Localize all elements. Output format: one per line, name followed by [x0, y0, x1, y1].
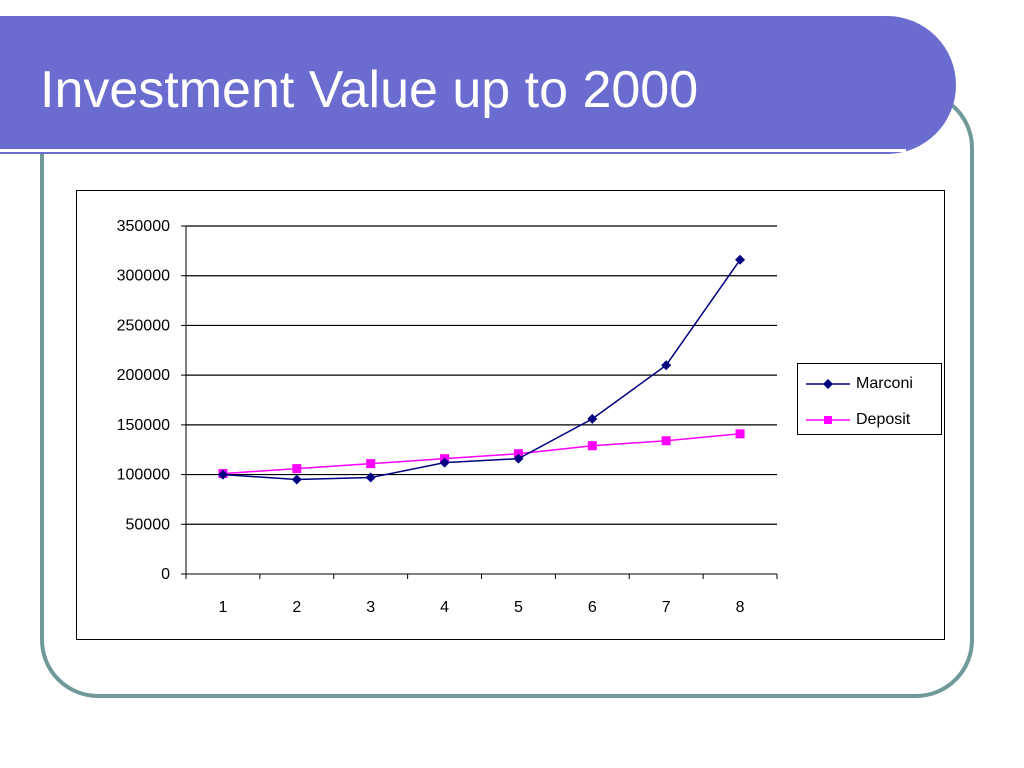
page-title: Investment Value up to 2000 [40, 61, 699, 119]
x-tick-label: 3 [366, 599, 375, 616]
series-layer [217, 254, 746, 485]
x-tick-label: 6 [588, 599, 597, 616]
title-bar: Investment Value up to 2000 [0, 16, 956, 154]
data-point-marconi [291, 474, 302, 485]
x-tick-label: 5 [514, 599, 523, 616]
data-point-marconi [365, 472, 376, 483]
y-tick-label: 300000 [117, 268, 170, 285]
y-tick-label: 150000 [117, 417, 170, 434]
series-line-deposit [222, 433, 741, 475]
x-tick-label: 1 [218, 599, 227, 616]
y-tick-label: 100000 [117, 467, 170, 484]
data-point-marconi [587, 413, 598, 424]
data-point-marconi [735, 254, 746, 265]
legend-item-marconi: Marconi [798, 374, 943, 394]
y-tick-label: 0 [161, 566, 170, 583]
data-point-deposit [587, 441, 597, 451]
gridlines [186, 225, 777, 525]
data-point-deposit [735, 429, 745, 439]
series-line-marconi [222, 259, 741, 481]
x-tick-label: 4 [440, 599, 449, 616]
title-underline [0, 149, 906, 152]
data-point-deposit [366, 459, 376, 469]
data-point-deposit [292, 464, 302, 474]
y-tick-label: 50000 [126, 516, 171, 533]
data-point-marconi [661, 360, 672, 371]
axes: 0 50000 100000 150000 200000 250000 300000 3500… [117, 218, 778, 616]
data-point-deposit [661, 436, 671, 446]
x-tick-label: 2 [292, 599, 301, 616]
y-tick-label: 200000 [117, 367, 170, 384]
y-tick-label: 350000 [117, 218, 170, 235]
legend-marker-square-icon [806, 416, 850, 424]
legend-marker-diamond-icon [806, 379, 850, 389]
legend-label-deposit: Deposit [856, 411, 911, 428]
legend-label-marconi: Marconi [856, 375, 913, 392]
y-tick-label: 250000 [117, 317, 170, 334]
data-point-marconi [513, 453, 524, 464]
legend-item-deposit: Deposit [798, 410, 943, 430]
x-tick-label: 8 [736, 599, 745, 616]
x-tick-label: 7 [662, 599, 671, 616]
data-point-marconi [217, 469, 228, 480]
data-point-marconi [439, 457, 450, 468]
legend: Marconi Deposit [797, 363, 942, 435]
